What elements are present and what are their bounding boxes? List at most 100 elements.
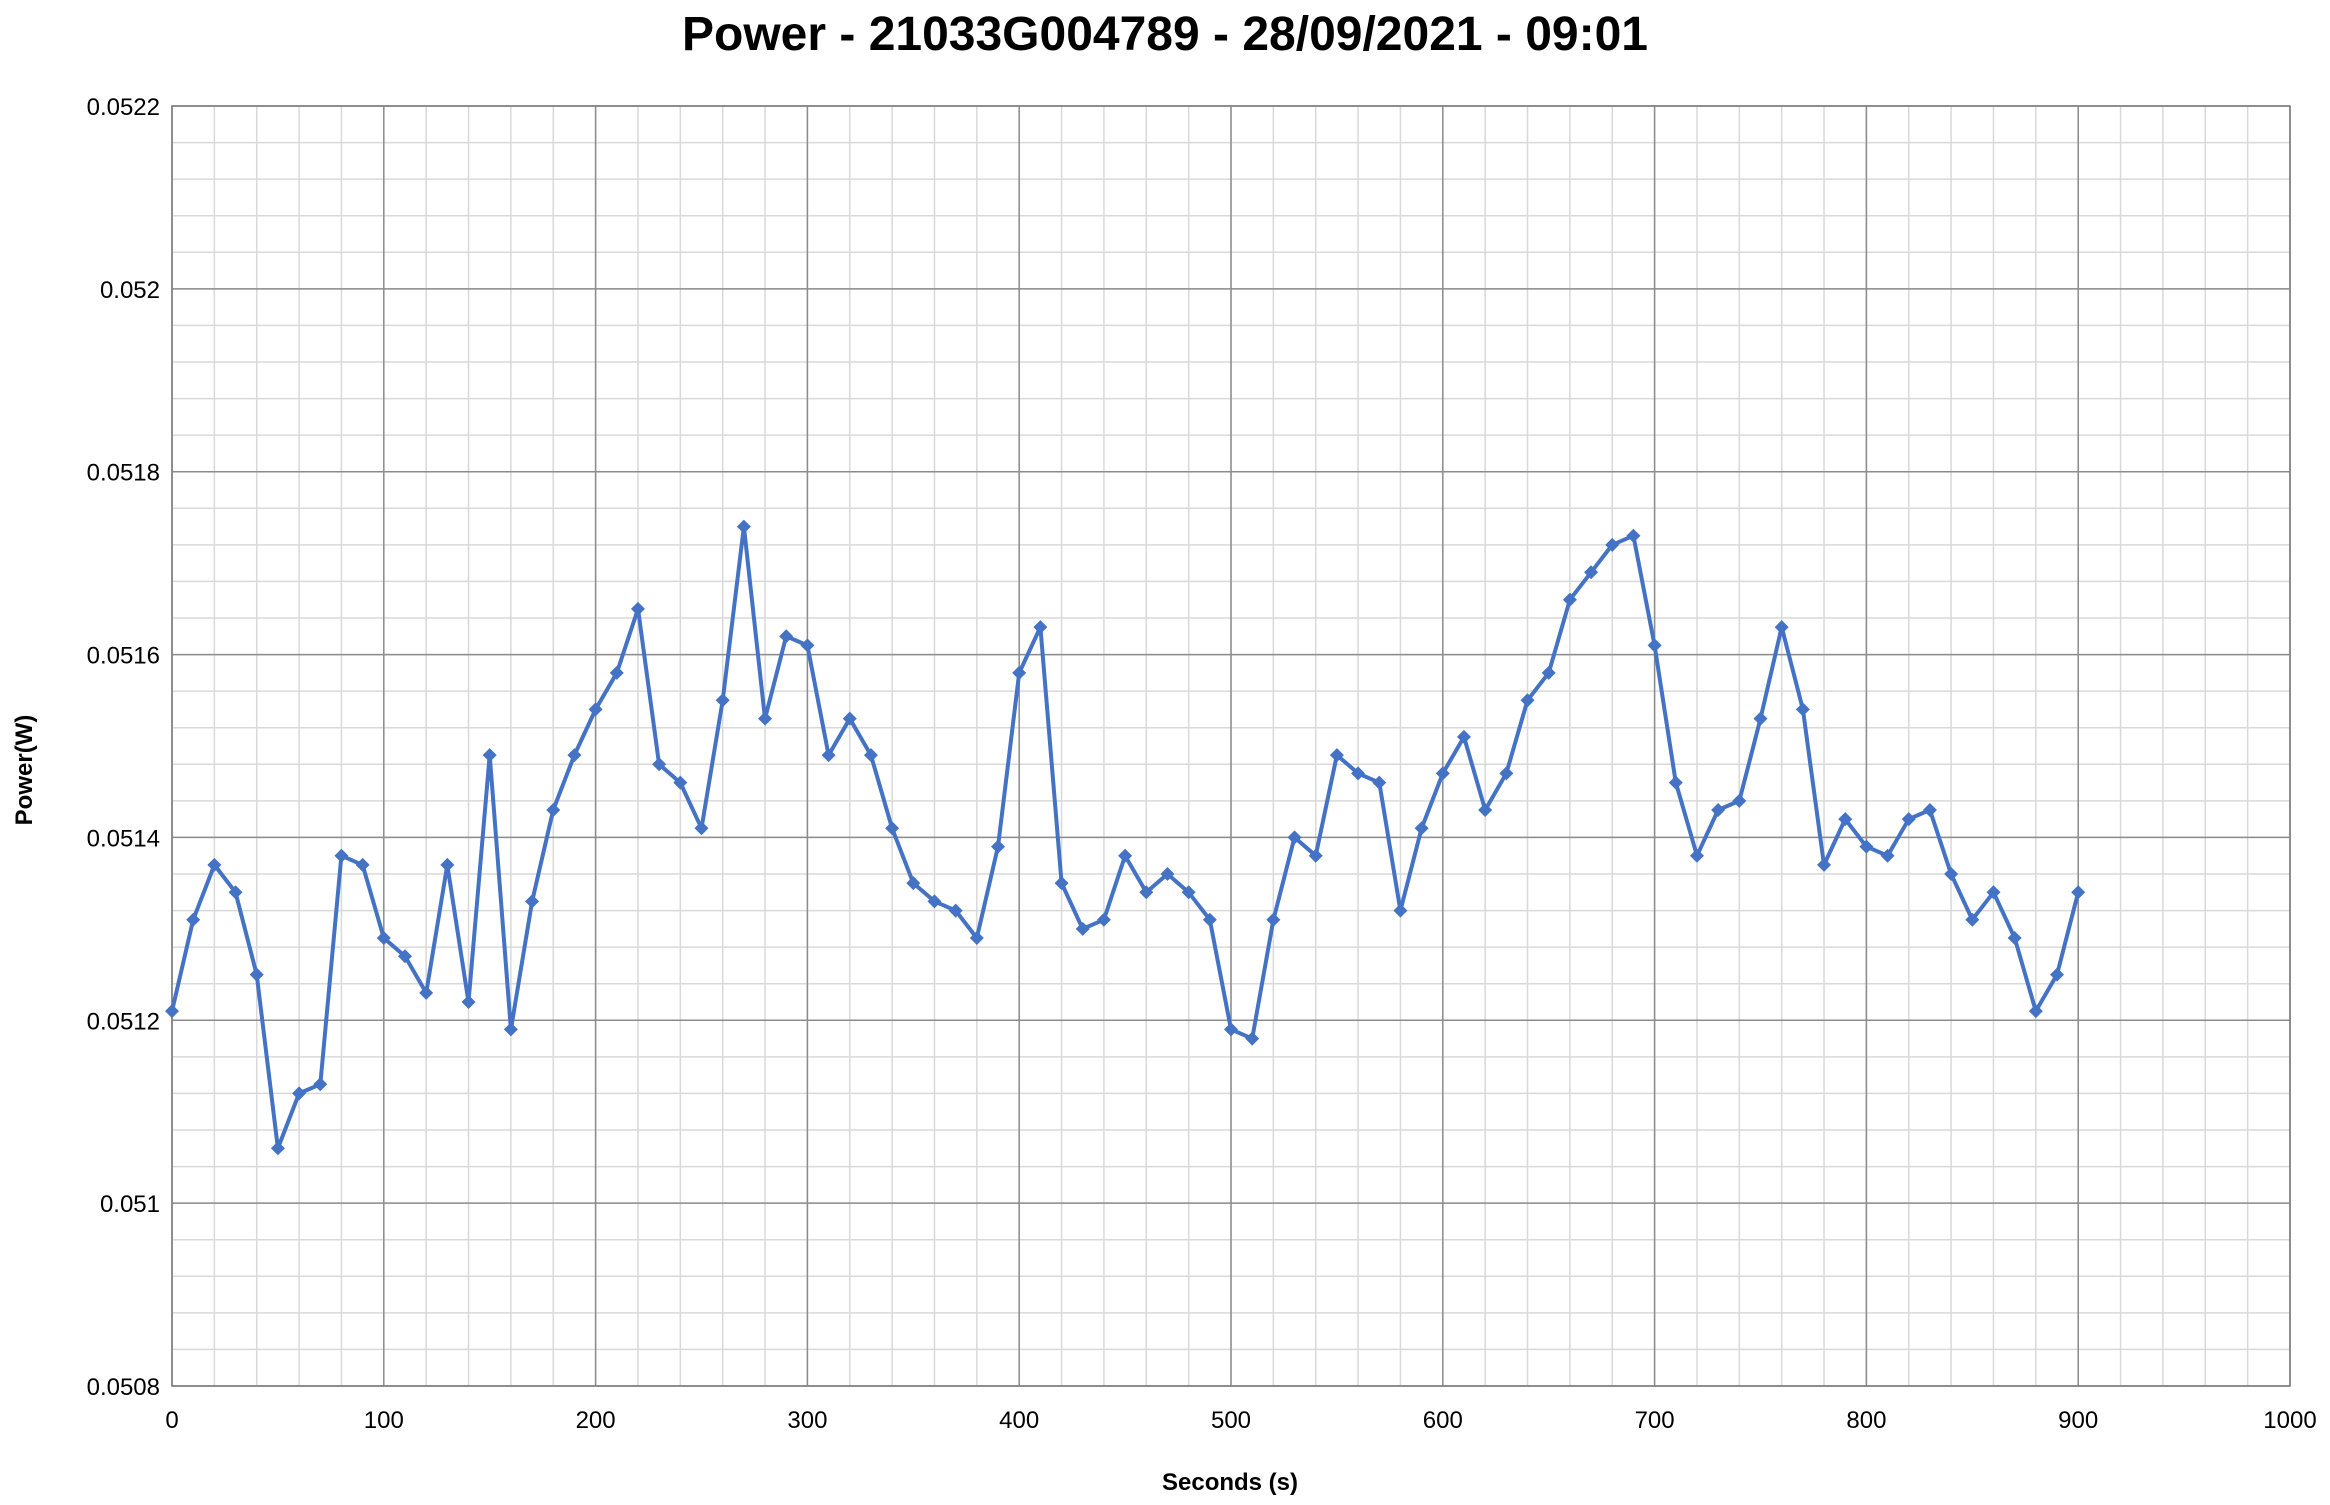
data-point-marker [1139,885,1154,900]
data-point-marker [1795,702,1810,717]
data-point-marker [546,803,561,817]
data-point-marker [948,903,963,918]
data-series [165,519,2086,1156]
data-point-marker [1605,537,1620,552]
data-point-marker [694,821,709,836]
data-point-marker [1202,912,1217,927]
data-point-marker [461,995,476,1009]
data-point-marker [1541,665,1556,680]
data-point-marker [440,857,455,872]
data-point-marker [355,857,370,872]
y-tick-label: 0.0522 [87,94,160,121]
data-point-marker [842,711,857,726]
data-point-marker [1944,867,1959,881]
data-point-marker [482,748,497,763]
data-point-marker [1012,665,1027,680]
data-point-marker [1245,1031,1260,1046]
y-tick-label: 0.0518 [87,460,160,487]
x-tick-label: 400 [999,1407,1039,1434]
data-point-marker [1033,620,1048,635]
data-point-marker [2050,967,2065,982]
data-point-marker [2071,885,2086,900]
data-point-marker [186,912,201,927]
x-tick-label: 100 [364,1407,404,1434]
data-point-marker [1774,620,1789,635]
data-point-marker [609,665,624,680]
data-point-marker [1096,912,1111,927]
data-point-marker [1478,803,1493,817]
x-tick-label: 300 [787,1407,827,1434]
y-tick-label: 0.051 [100,1191,160,1218]
y-tick-label: 0.0514 [87,825,160,852]
data-point-marker [567,748,582,763]
data-point-marker [969,931,984,945]
data-point-marker [630,601,645,616]
data-point-marker [376,931,391,945]
data-point-marker [1520,693,1535,708]
data-point-marker [779,629,794,644]
data-point-marker [1901,812,1916,827]
data-point-marker [1181,885,1196,900]
data-point-marker [165,1004,179,1019]
data-point-marker [1308,848,1323,863]
data-point-marker [2007,931,2022,945]
data-point-marker [1689,848,1704,863]
data-point-marker [1668,775,1683,790]
y-tick-label: 0.0512 [87,1008,160,1035]
data-point-marker [1584,565,1599,580]
data-point-marker [228,885,243,900]
data-point-marker [1922,803,1937,817]
data-point-marker [313,1077,328,1092]
y-axis-title: Power(W) [11,715,38,826]
data-point-marker [1838,812,1853,827]
data-point-marker [1160,867,1175,881]
data-point-marker [1435,766,1450,781]
plot-area-frame [171,105,2291,1387]
chart-title: Power - 21033G004789 - 28/09/2021 - 09:0… [682,8,1648,61]
data-point-marker [1266,912,1281,927]
data-point-marker [1351,766,1366,781]
data-point-marker [885,821,900,836]
data-point-marker [758,711,773,726]
data-point-marker [1054,876,1069,891]
x-tick-label: 200 [576,1407,616,1434]
x-tick-label: 900 [2058,1407,2098,1434]
data-point-marker [1626,528,1641,543]
data-point-marker [736,519,751,534]
data-point-marker [1414,821,1429,836]
data-point-marker [270,1141,285,1156]
data-point-marker [927,894,942,909]
data-point-marker [906,876,921,891]
x-tick-label: 1000 [2263,1407,2316,1434]
data-point-marker [1456,729,1471,744]
data-point-marker [821,748,836,763]
data-point-marker [249,967,264,982]
data-point-marker [652,757,667,772]
data-point-marker [397,949,412,964]
data-point-marker [1329,748,1344,763]
data-point-marker [1372,775,1387,790]
data-point-marker [1224,1022,1238,1037]
data-point-marker [1075,921,1090,936]
data-point-marker [1965,912,1980,927]
data-point-marker [1118,848,1133,863]
data-point-marker [1711,803,1726,817]
data-point-marker [419,985,434,1000]
y-tick-label: 0.052 [100,277,160,304]
data-point-marker [1880,848,1895,863]
data-point-marker [292,1086,307,1101]
data-point-marker [1393,903,1408,918]
data-point-marker [715,693,730,708]
data-point-marker [525,894,540,909]
y-tick-label: 0.0516 [87,643,160,670]
data-point-marker [1859,839,1874,854]
x-tick-label: 700 [1635,1407,1675,1434]
x-tick-label: 800 [1846,1407,1886,1434]
x-tick-label: 0 [165,1407,178,1434]
data-point-marker [1732,793,1747,808]
data-point-marker [1499,766,1514,781]
y-axis-tick-labels: 0.0508 0.051 0.0512 0.0514 0.0516 0.0518 0.052… [87,94,160,1401]
data-point-marker [1647,638,1662,653]
data-point-marker [1817,857,1832,872]
